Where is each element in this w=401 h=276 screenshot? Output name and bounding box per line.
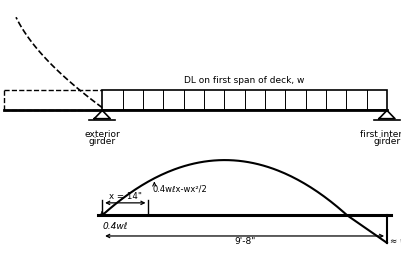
Bar: [102, 90, 387, 110]
Text: ≈ wℓ²/10: ≈ wℓ²/10: [390, 237, 401, 246]
Text: x = 14": x = 14": [109, 192, 142, 201]
Text: girder: girder: [373, 137, 401, 146]
Text: exterior: exterior: [84, 130, 120, 139]
Text: 0.4wℓx-wx²/2: 0.4wℓx-wx²/2: [152, 185, 207, 194]
Text: 9'-8": 9'-8": [234, 237, 255, 246]
Text: girder: girder: [89, 137, 116, 146]
Text: 0.4wℓ: 0.4wℓ: [102, 222, 128, 231]
Text: first interior: first interior: [360, 130, 401, 139]
Text: DL on first span of deck, w: DL on first span of deck, w: [184, 76, 305, 85]
